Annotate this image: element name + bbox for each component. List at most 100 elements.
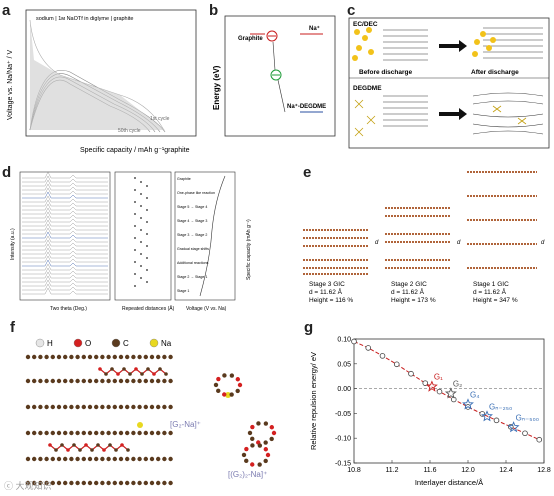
graphene-atom [50, 430, 55, 436]
panel-label-g: g [304, 319, 314, 336]
graphene-atom [44, 480, 49, 486]
xrd-pattern-line [22, 211, 108, 219]
legend-atom-icon [35, 338, 45, 348]
graphene-atom [50, 378, 55, 384]
panel-label-d: d [2, 164, 12, 181]
graphene-atom [168, 480, 173, 486]
graphene-atom [25, 354, 31, 360]
graphene-atom [32, 354, 37, 360]
g-plot-frame [353, 338, 545, 464]
data-point [436, 388, 443, 395]
arrow-top [439, 40, 467, 52]
graphene-atom [162, 430, 167, 436]
graphene-atom [44, 404, 49, 410]
graphene-atom [62, 354, 68, 360]
molecule-atom [48, 443, 52, 447]
molecule-atom [110, 367, 114, 371]
complex-atom [216, 388, 221, 394]
graphene-atom [75, 354, 80, 360]
graphene-atom [168, 404, 173, 410]
panel-b-diagram: Graphite Na⁺ Na⁺-DEGDME Energy (eV) [212, 15, 336, 137]
panel-e-diagram: Stage 3 GIC d = 11.62 Å Height = 116 % S… [303, 171, 545, 304]
molecule-atom [146, 367, 150, 371]
repeated-distance-dot [140, 193, 142, 195]
legend-atom-label: Na [161, 339, 172, 348]
legend-atom-label: O [85, 339, 91, 348]
legend-atom-label: H [47, 339, 53, 348]
repeated-distance-dot [146, 257, 148, 259]
repeated-distance-dot [134, 177, 136, 179]
molecule-atom [54, 448, 58, 452]
y-tick-label: 0.00 [337, 386, 351, 393]
molecule-atom [102, 448, 106, 452]
complex-atom [269, 436, 274, 442]
graphene-atom [131, 404, 136, 410]
graphene-atom [125, 430, 130, 436]
xrd-pattern-line [22, 203, 108, 211]
annotation-label: G₄ [470, 390, 480, 399]
graphene-atom [143, 378, 148, 384]
data-point [408, 370, 414, 377]
complex-atom [263, 440, 268, 445]
molecule-atom [60, 443, 64, 447]
graphene-atom [100, 480, 105, 486]
before-discharge-label: Before discharge [359, 69, 412, 76]
data-point [479, 411, 486, 417]
graphene-atom [62, 378, 68, 384]
glyme-chain [99, 368, 167, 375]
graphene-atom [137, 378, 142, 384]
repeated-distance-dot [146, 209, 148, 211]
graphene-atom [38, 456, 43, 462]
repeated-distance-dot [140, 253, 142, 255]
graphene-atom [25, 480, 31, 486]
graphene-atom [112, 378, 118, 384]
na-degdme-label: Na⁺-DEGDME [287, 103, 326, 110]
graphene-atom [38, 404, 43, 410]
graphene-atom [75, 456, 80, 462]
graphene-atom [118, 430, 124, 436]
graphene-atom [106, 430, 111, 436]
graphene-atom [156, 354, 161, 360]
molecule-atom [158, 367, 162, 371]
graphene-atom [75, 480, 80, 486]
complex-atom [250, 436, 255, 442]
molecule-atom [66, 448, 70, 452]
degdme-label: DEGDME [353, 85, 382, 92]
graphene-atom [149, 480, 155, 486]
graphene-atom [44, 378, 49, 384]
stage3-d: d = 11.62 Å [309, 287, 343, 296]
y-tick-label: -0.10 [335, 436, 351, 443]
graphene-atom [143, 354, 148, 360]
molecule-atom [96, 443, 100, 447]
d-symbol-3: d [541, 240, 545, 246]
panel-d: d Graphite One-phase like reaction Stage 5… [0, 160, 278, 315]
graphene-atom [100, 456, 105, 462]
graphene-atom [94, 378, 99, 384]
graphene-atom [56, 404, 62, 410]
graphene-atom [62, 404, 68, 410]
graphene-atom [75, 430, 80, 436]
stage-label: Graphite [177, 177, 191, 181]
graphene-atom [81, 456, 87, 462]
stage-label: Gradual stage shifts [177, 247, 209, 251]
complex-atom [263, 458, 268, 464]
graphene-atom [50, 404, 55, 410]
x-tick-label: 12.8 [537, 467, 551, 474]
graphene-atom [156, 430, 161, 436]
first-cycle-label: 1st cycle [150, 116, 170, 122]
x-tick-label: 11.6 [423, 467, 436, 474]
panel-d-xlabel1: Two theta (Deg.) [50, 306, 87, 312]
xrd-pattern-line [22, 279, 108, 287]
graphene-atom [143, 456, 148, 462]
graphene-atom [106, 378, 111, 384]
panel-a-xlabel: Specific capacity / mAh g⁻¹graphite [80, 147, 190, 154]
complex-atom [263, 447, 269, 452]
data-point [422, 380, 429, 386]
graphene-atom [94, 480, 99, 486]
annotation-label: G₁ [434, 373, 443, 382]
stage-label: Stage 5 → Stage 4 [177, 205, 207, 209]
molecule-atom [84, 443, 88, 447]
graphene-atom [149, 404, 155, 410]
repeated-distance-dot [140, 241, 142, 243]
xrd-pattern-line [22, 287, 108, 295]
